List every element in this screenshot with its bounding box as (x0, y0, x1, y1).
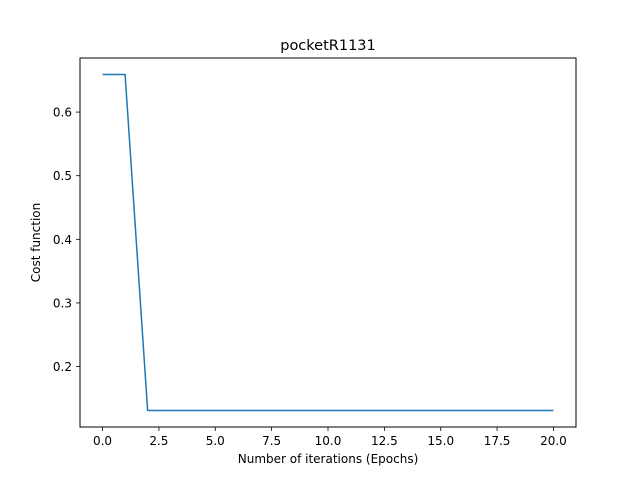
y-axis-ticks: 0.2 0.3 0.4 0.5 0.6 (53, 106, 80, 374)
x-tick-label: 0.0 (93, 434, 112, 448)
x-axis-label: Number of iterations (Epochs) (238, 452, 419, 466)
axes-background (80, 58, 576, 427)
x-tick-label: 10.0 (315, 434, 342, 448)
x-tick-label: 20.0 (540, 434, 567, 448)
y-tick-label: 0.6 (53, 106, 72, 120)
series-line-0 (102, 73, 554, 412)
y-axis-label: Cost function (29, 203, 43, 283)
x-tick-label: 7.5 (262, 434, 281, 448)
y-tick-label: 0.5 (53, 169, 72, 183)
x-tick-label: 12.5 (371, 434, 398, 448)
plot-area (79, 57, 577, 428)
x-tick-label: 17.5 (484, 434, 511, 448)
y-tick-label: 0.4 (53, 233, 72, 247)
x-tick-label: 2.5 (149, 434, 168, 448)
series-layer (102, 73, 554, 412)
x-tick-label: 15.0 (427, 434, 454, 448)
y-tick-label: 0.3 (53, 296, 72, 310)
x-tick-label: 5.0 (206, 434, 225, 448)
y-tick-label: 0.2 (53, 360, 72, 374)
x-axis-ticks: 0.0 2.5 5.0 7.5 10.0 12.5 15.0 17.5 20.0 (93, 427, 567, 448)
chart-title: pocketR1131 (280, 38, 376, 54)
